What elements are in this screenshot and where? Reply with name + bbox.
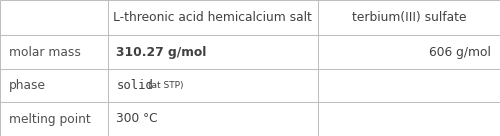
Text: L-threonic acid hemicalcium salt: L-threonic acid hemicalcium salt [113,11,312,24]
Text: solid: solid [116,79,154,92]
Text: terbium(III) sulfate: terbium(III) sulfate [352,11,466,24]
Text: (at STP): (at STP) [148,81,183,90]
Text: molar mass: molar mass [9,46,81,58]
Text: 606 g/mol: 606 g/mol [429,46,491,58]
Text: phase: phase [9,79,46,92]
Text: 300 °C: 300 °C [116,112,158,126]
Text: melting point: melting point [9,112,91,126]
Text: 310.27 g/mol: 310.27 g/mol [116,46,207,58]
